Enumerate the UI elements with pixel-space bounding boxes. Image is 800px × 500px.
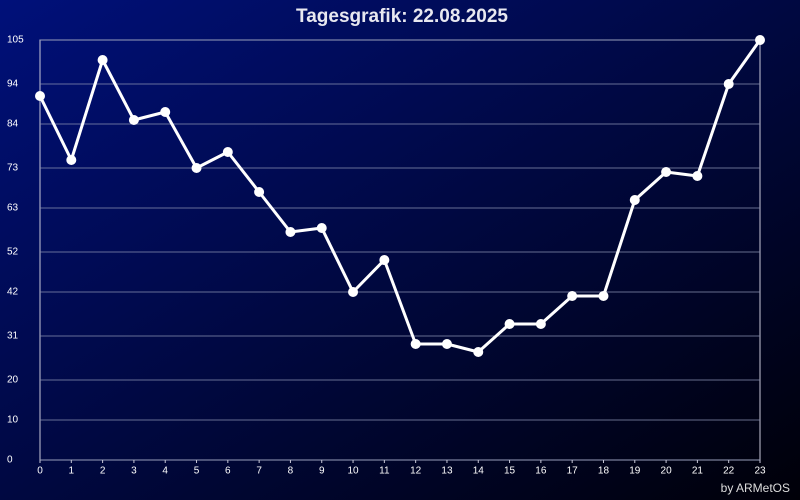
data-point (441, 339, 452, 349)
x-tick-label: 3 (131, 466, 137, 477)
footer: by ARMetOS (721, 481, 790, 495)
x-tick-label: 17 (567, 466, 579, 477)
x-tick-label: 10 (347, 466, 359, 477)
data-point (504, 319, 515, 329)
x-tick-label: 11 (379, 466, 390, 477)
x-tick-label: 20 (661, 466, 673, 477)
y-tick-label: 20 (7, 375, 19, 386)
x-tick-label: 21 (692, 466, 704, 477)
x-tick-label: 19 (629, 466, 641, 477)
y-tick-label: 42 (7, 287, 19, 298)
x-tick-label: 4 (162, 466, 168, 477)
data-point (661, 167, 672, 177)
data-point (160, 107, 171, 117)
x-tick-label: 9 (319, 466, 325, 477)
x-tick-label: 12 (410, 466, 422, 477)
data-point (723, 79, 734, 89)
data-point (567, 291, 578, 301)
y-tick-label: 94 (7, 79, 19, 90)
x-tick-label: 16 (535, 466, 547, 477)
data-point (191, 163, 202, 173)
x-tick-label: 18 (598, 466, 610, 477)
y-tick-label: 63 (7, 203, 19, 214)
data-point (35, 91, 45, 101)
data-point (598, 291, 609, 301)
data-point (222, 147, 233, 157)
y-tick-label: 52 (7, 247, 19, 258)
data-point (692, 171, 703, 181)
data-point (535, 319, 546, 329)
data-point (128, 115, 139, 125)
x-tick-label: 7 (256, 466, 262, 477)
data-point (473, 347, 484, 357)
data-point (755, 35, 765, 45)
y-tick-label: 31 (7, 331, 19, 342)
y-tick-label: 0 (7, 455, 13, 466)
y-tick-label: 73 (7, 163, 19, 174)
x-tick-label: 2 (100, 466, 106, 477)
data-point (629, 195, 640, 205)
data-point (254, 187, 265, 197)
chart-title: Tagesgrafik: 22.08.2025 (296, 6, 508, 27)
data-point (379, 255, 390, 265)
y-tick-label: 105 (7, 35, 24, 46)
x-tick-label: 5 (194, 466, 200, 477)
y-tick-label: 84 (7, 119, 19, 130)
data-point (410, 339, 421, 349)
data-point (97, 55, 108, 65)
data-point (66, 155, 77, 165)
x-tick-label: 8 (288, 466, 294, 477)
x-tick-label: 23 (754, 466, 766, 477)
data-point (316, 223, 327, 233)
x-tick-label: 14 (473, 466, 485, 477)
x-tick-label: 13 (441, 466, 453, 477)
x-tick-label: 6 (225, 466, 231, 477)
x-tick-label: 1 (69, 466, 75, 477)
data-point (285, 227, 296, 237)
x-tick-label: 15 (504, 466, 516, 477)
x-tick-label: 0 (37, 466, 43, 477)
data-point (348, 287, 359, 297)
y-tick-label: 10 (7, 415, 19, 426)
data-line (38, 39, 762, 354)
x-tick-label: 22 (723, 466, 735, 477)
